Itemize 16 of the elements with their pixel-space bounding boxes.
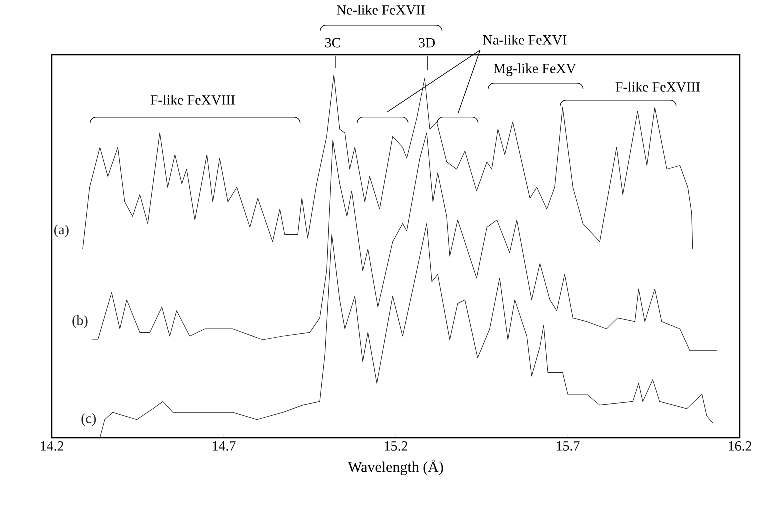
- text: 3D: [419, 38, 436, 48]
- text: Ne-like FeXVII: [336, 5, 426, 15]
- annotation: Mg-like FeXV: [494, 64, 576, 76]
- text: 3C: [325, 38, 340, 48]
- x-tick-label: 14.2: [40, 442, 64, 451]
- series-label: (a): [54, 224, 69, 238]
- x-tick-label: 15.7: [556, 442, 580, 451]
- x-axis-title: Wavelength (Å): [348, 460, 444, 476]
- x-tick-label: 15.2: [384, 442, 408, 451]
- series-label: (b): [72, 315, 88, 328]
- x-tick-label: 16.2: [728, 442, 752, 451]
- x-tick-label: 14.7: [212, 442, 236, 451]
- annotation: F-like FeXVIII: [616, 82, 700, 92]
- text: Na-like FeXVI: [483, 35, 567, 45]
- annotation: F-like FeXVIII: [150, 95, 236, 105]
- series-label: (c): [82, 414, 96, 426]
